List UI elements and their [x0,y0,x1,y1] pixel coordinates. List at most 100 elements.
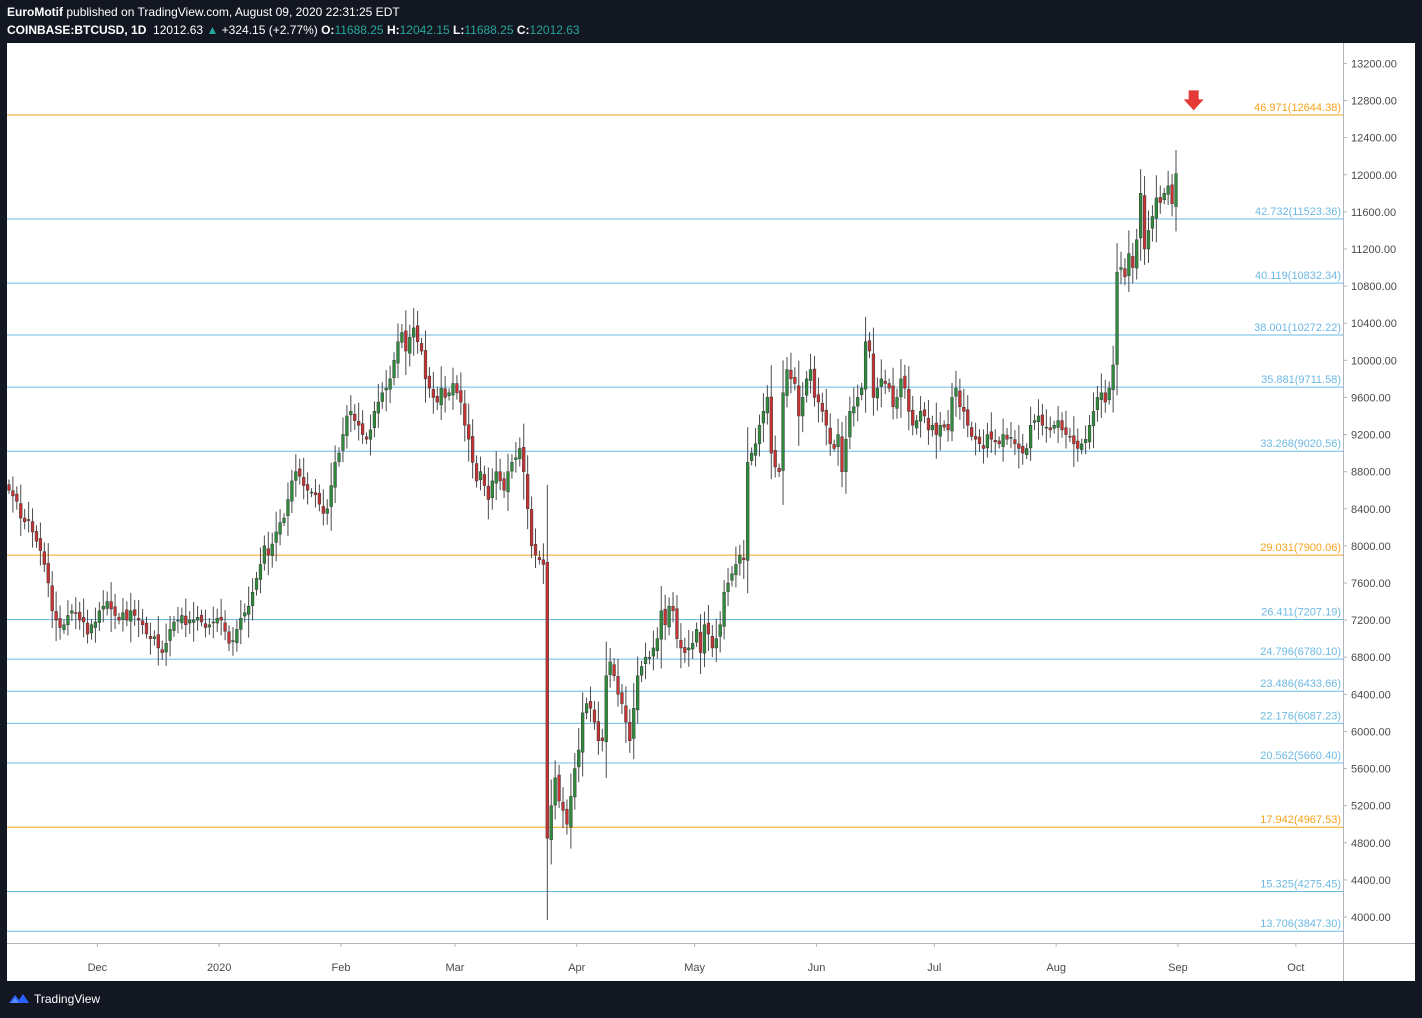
candle-body [101,605,105,610]
tradingview-brand[interactable]: TradingView [34,992,101,1006]
x-tick-label: Mar [445,962,464,974]
candle-body [140,620,145,626]
y-tick-label: 7200.00 [1351,615,1391,627]
candle-body [989,431,993,440]
candle-body [899,378,903,398]
x-tick-label: Dec [88,962,108,974]
author-name[interactable]: EuroMotif [7,5,63,19]
footer: TradingView [0,981,1422,1018]
candle-body [227,631,231,644]
candle-body [353,413,357,421]
candle-body [808,369,813,381]
candle-body [856,397,860,407]
candle-body [962,407,966,412]
candle-body [1025,448,1029,456]
fib-level-label: 13.706(3847.30) [1260,918,1341,930]
candle-body [683,647,687,653]
candle-body [1072,435,1076,445]
candle-body [302,477,306,486]
candle-body [243,612,247,617]
candle-body [286,499,290,517]
candle-body [1146,230,1151,250]
candle-body [133,609,137,616]
candle-body [235,629,239,644]
candle-body [349,411,353,416]
candle-body [844,438,848,472]
candle-body [195,617,200,621]
candle-body [883,380,887,384]
publish-line: EuroMotif published on TradingView.com, … [7,5,400,19]
fib-level-label: 42.732(11523.36) [1255,206,1341,218]
candle-body [494,471,498,484]
down-arrow-icon [1183,90,1204,111]
candle-body [419,343,424,352]
low-value: 11688.25 [464,23,514,37]
candle-body [624,705,628,723]
candle-body [726,582,730,592]
price-chart[interactable]: 46.971(12644.38) 42.732(11523.36) 40.119(1… [7,43,1415,981]
candle-body [620,692,624,704]
candle-body [78,611,82,621]
last-price: 12012.63 [153,23,204,37]
candle-body [148,636,153,639]
y-tick-label: 13200.00 [1351,58,1397,70]
candle-body [1107,387,1111,401]
y-tick-label: 10000.00 [1351,355,1397,367]
candle-body [482,474,487,486]
candle-body [777,467,781,472]
candle-body [529,509,534,547]
candle-body [1135,239,1139,269]
candle-body [753,443,758,456]
y-tick-label: 10800.00 [1351,281,1397,293]
candle-body [74,612,78,614]
tradingview-logo-icon[interactable] [8,991,30,1006]
candle-body [848,411,852,438]
candle-body [977,436,982,445]
candle-body [577,749,581,768]
candle-body [117,616,121,621]
candle-body [918,411,923,422]
candle-body [1091,411,1096,427]
candle-body [121,612,125,620]
candle-body [687,647,691,651]
candle-body [1028,425,1033,449]
candle-body [396,341,400,364]
candle-body [50,585,54,612]
candle-body [1017,443,1021,449]
candle-body [506,471,510,493]
candle-body [30,521,35,533]
x-tick-label: Jul [927,962,941,974]
candle-body [97,610,101,623]
candle-body [616,676,620,695]
chart-area[interactable]: 46.971(12644.38) 42.732(11523.36) 40.119(1… [7,43,1415,981]
y-tick-label: 11600.00 [1351,207,1396,219]
fib-level-label: 15.325(4275.45) [1260,878,1341,890]
candle-body [474,463,479,482]
y-tick-label: 12000.00 [1351,170,1397,182]
candle-body [38,538,43,551]
candle-body [81,617,86,623]
candle-body [541,559,545,565]
x-tick-label: Sep [1168,962,1188,974]
axes: 13200.00 12800.00 12400.00 12000.00 11600.00… [7,43,1415,981]
y-tick-label: 9200.00 [1351,430,1391,442]
candle-body [380,392,384,402]
change-up-icon: ▲ [206,23,219,37]
ohlc-legend: COINBASE:BTCUSD, 1D 12012.63 ▲ +324.15 (… [7,23,580,37]
candle-body [993,440,997,443]
candle-body [254,578,259,590]
candle-body [459,390,463,403]
symbol-name[interactable]: COINBASE:BTCUSD [7,23,125,37]
candle-body [345,415,349,436]
candle-body [125,609,129,621]
candle-body [691,643,695,650]
candle-body [203,623,208,628]
candle-body [26,519,31,521]
candle-body [915,420,919,429]
candle-body [639,666,644,676]
candle-body [392,360,396,379]
candle-body [887,383,891,389]
candle-body [11,490,15,497]
candle-body [1103,392,1107,403]
candle-body [604,675,608,743]
